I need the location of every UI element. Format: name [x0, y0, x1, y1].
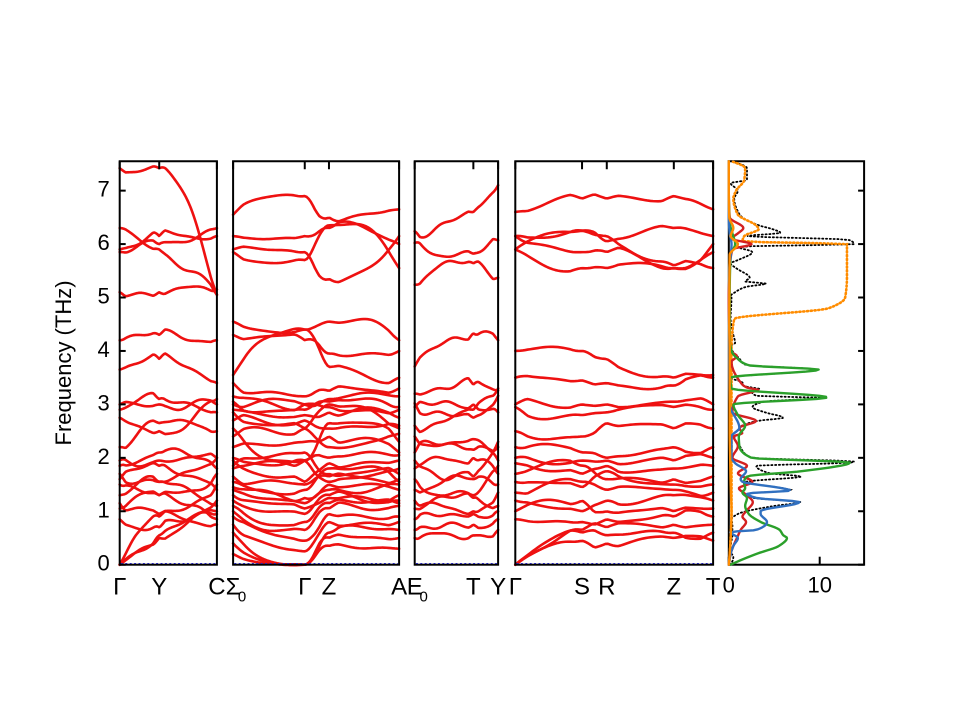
svg-text:0: 0 — [97, 551, 109, 576]
svg-text:Γ: Γ — [298, 574, 311, 601]
svg-text:7: 7 — [97, 177, 109, 202]
svg-text:Frequency (THz): Frequency (THz) — [51, 280, 76, 445]
svg-text:10: 10 — [807, 573, 831, 598]
svg-text:R: R — [598, 574, 615, 601]
svg-text:Y: Y — [490, 574, 506, 601]
svg-text:Γ: Γ — [113, 574, 126, 601]
svg-text:3: 3 — [97, 390, 109, 415]
svg-text:Y: Y — [151, 574, 167, 601]
svg-text:A: A — [391, 574, 407, 601]
svg-text:4: 4 — [97, 337, 109, 362]
svg-text:0: 0 — [238, 589, 246, 606]
svg-text:2: 2 — [97, 444, 109, 469]
svg-text:1: 1 — [97, 497, 109, 522]
svg-text:5: 5 — [97, 284, 109, 309]
svg-text:Z: Z — [322, 574, 337, 601]
svg-text:0: 0 — [420, 589, 428, 606]
svg-text:C: C — [208, 574, 225, 601]
svg-text:T: T — [706, 574, 721, 601]
svg-text:Γ: Γ — [509, 574, 522, 601]
svg-text:S: S — [574, 574, 590, 601]
svg-text:0: 0 — [723, 573, 735, 598]
svg-text:T: T — [466, 574, 481, 601]
svg-text:Z: Z — [666, 574, 681, 601]
svg-text:6: 6 — [97, 230, 109, 255]
